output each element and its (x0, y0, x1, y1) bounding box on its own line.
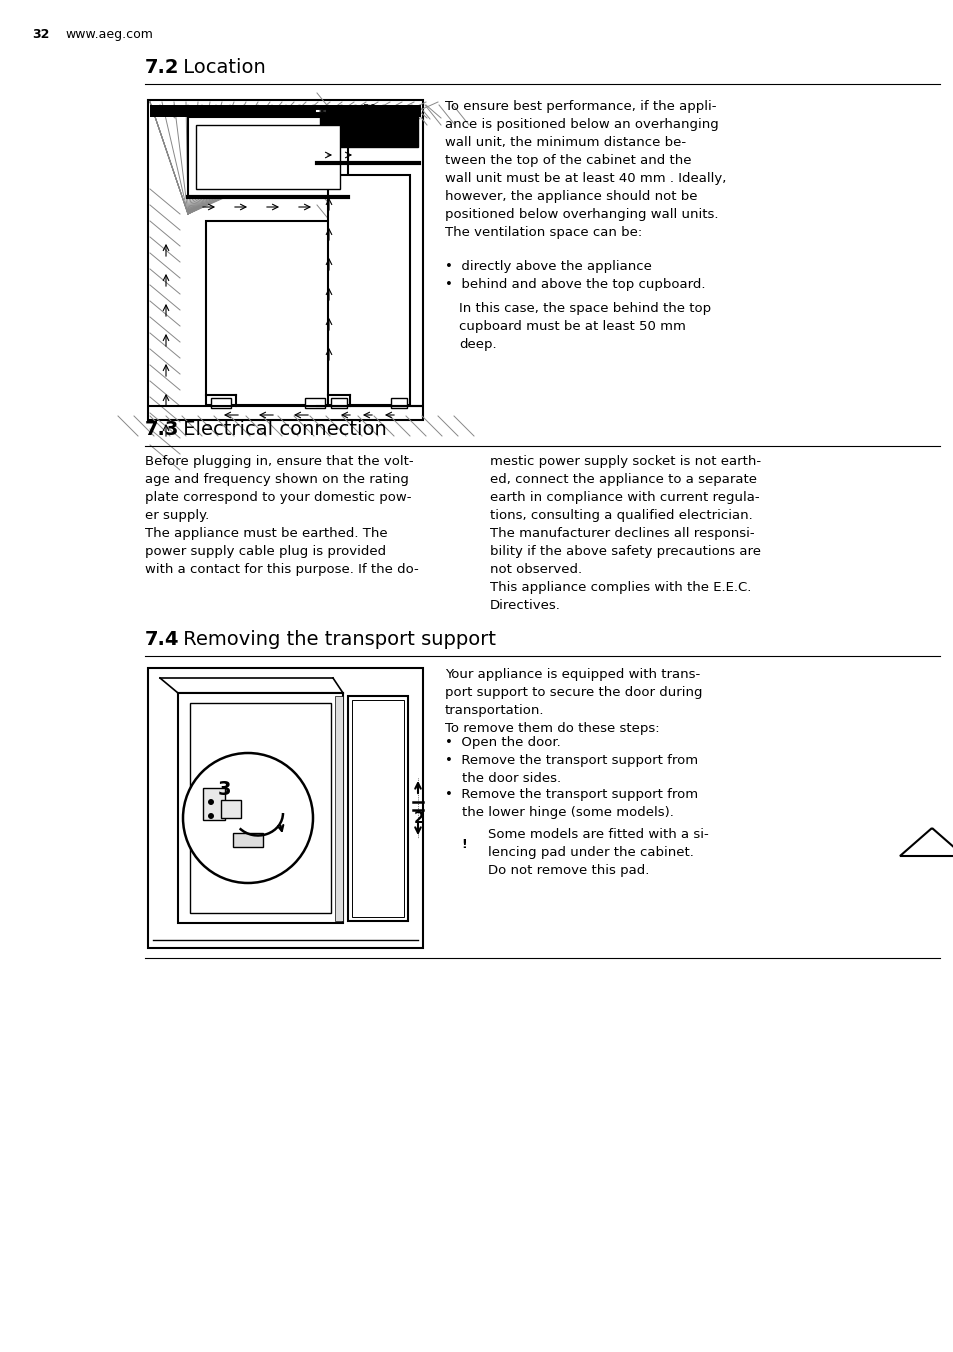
Bar (316, 105, 420, 118)
Bar (195, 124, 339, 189)
Bar (352, 700, 403, 917)
Bar (148, 668, 422, 948)
Text: 3: 3 (218, 780, 232, 799)
Bar (305, 397, 325, 408)
Bar (203, 788, 225, 821)
Text: 7.3: 7.3 (145, 420, 179, 439)
Text: Before plugging in, ensure that the volt-
age and frequency shown on the rating
: Before plugging in, ensure that the volt… (145, 456, 418, 576)
Text: Electrical connection: Electrical connection (177, 420, 386, 439)
Text: 7.2: 7.2 (145, 58, 179, 77)
Bar (319, 118, 417, 147)
Text: •  Remove the transport support from
    the lower hinge (some models).: • Remove the transport support from the … (444, 788, 698, 819)
Bar (178, 694, 343, 923)
Bar (150, 105, 420, 118)
Text: •  directly above the appliance: • directly above the appliance (444, 260, 651, 273)
Bar (328, 174, 410, 406)
Bar (391, 397, 407, 408)
Text: mestic power supply socket is not earth-
ed, connect the appliance to a separate: mestic power supply socket is not earth-… (490, 456, 760, 612)
Text: Some models are fitted with a si-
lencing pad under the cabinet.
Do not remove t: Some models are fitted with a si- lencin… (488, 827, 708, 877)
Text: •  Open the door.: • Open the door. (444, 735, 560, 749)
Circle shape (208, 799, 213, 804)
Circle shape (183, 753, 313, 883)
Text: •  behind and above the top cupboard.: • behind and above the top cupboard. (444, 279, 705, 291)
Text: In this case, the space behind the top
cupboard must be at least 50 mm
deep.: In this case, the space behind the top c… (458, 301, 710, 352)
Text: Removing the transport support: Removing the transport support (177, 630, 496, 649)
Circle shape (208, 813, 213, 819)
Text: 7.4: 7.4 (145, 630, 179, 649)
Bar (211, 397, 231, 408)
Text: 2: 2 (414, 811, 424, 826)
Bar (233, 833, 263, 846)
Bar (188, 118, 348, 197)
Bar (331, 397, 347, 408)
Text: 32: 32 (32, 28, 50, 41)
Text: To ensure best performance, if the appli-
ance is positioned below an overhangin: To ensure best performance, if the appli… (444, 100, 725, 239)
Bar (221, 800, 241, 818)
Text: www.aeg.com: www.aeg.com (65, 28, 152, 41)
Bar (206, 220, 330, 406)
Text: Your appliance is equipped with trans-
port support to secure the door during
tr: Your appliance is equipped with trans- p… (444, 668, 701, 735)
Bar (190, 703, 331, 913)
Text: !: ! (460, 838, 466, 850)
Bar (148, 100, 422, 420)
Text: 50 mm: 50 mm (363, 104, 399, 114)
Text: •  Remove the transport support from
    the door sides.: • Remove the transport support from the … (444, 754, 698, 786)
Bar (348, 696, 408, 921)
Text: Location: Location (177, 58, 266, 77)
Bar (335, 696, 343, 921)
